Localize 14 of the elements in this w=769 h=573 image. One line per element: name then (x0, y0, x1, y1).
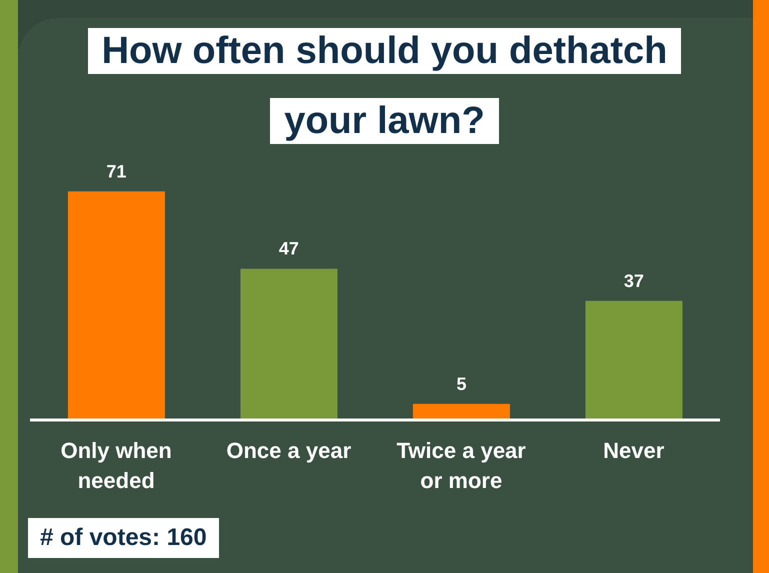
bar (240, 268, 338, 420)
x-tick-label: Only when needed (60, 438, 172, 493)
data-label: 5 (456, 374, 466, 394)
data-label: 47 (278, 238, 299, 259)
x-tick-label: Never (603, 438, 665, 463)
bar (585, 300, 682, 420)
bar (412, 404, 510, 420)
x-tick-label: Twice a year or more (396, 438, 526, 493)
x-tick-label: Once a year (226, 438, 352, 463)
data-label: 71 (106, 161, 126, 182)
chart-title: How often should you dethatch your lawn? (88, 28, 682, 144)
text: # of votes: 160 (28, 518, 219, 558)
bar (68, 191, 165, 420)
data-label: 37 (624, 270, 644, 291)
